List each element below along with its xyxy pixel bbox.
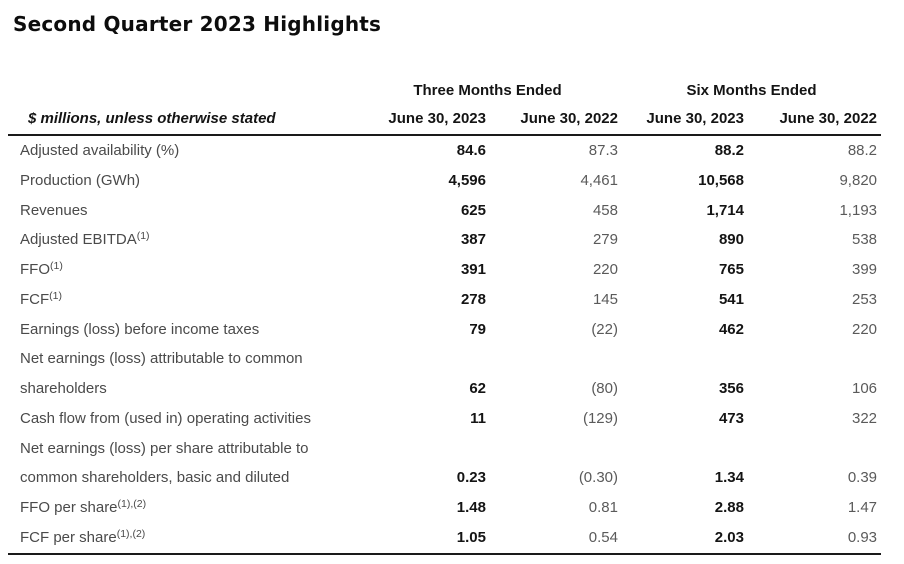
value-cell: 765	[718, 261, 744, 278]
value-cell: 2.88	[714, 499, 744, 516]
footnote-reference: (1)	[136, 230, 150, 243]
value-cell: 0.54	[588, 528, 618, 546]
col-header-3m-2023: June 30, 2023	[353, 102, 490, 136]
value-cell: 356	[718, 380, 744, 397]
table-row: Net earnings (loss) per share attributab…	[8, 434, 881, 494]
footnote-reference: (1)	[49, 289, 63, 302]
value-cell: 9,820	[839, 171, 878, 189]
row-label: Cash flow from (used in) operating activ…	[20, 409, 311, 427]
date-header-row: $ millions, unless otherwise stated June…	[8, 102, 882, 136]
value-cell: 11	[470, 409, 486, 427]
value-cell: 322	[851, 409, 878, 427]
table-row: FFO per share(1),(2) 1.48 0.81 2.88 1.47	[8, 493, 881, 523]
value-cell: 220	[592, 261, 618, 278]
value-cell: 1,193	[839, 201, 878, 219]
value-cell: (0.30)	[578, 469, 618, 487]
row-label: FCF(1)	[20, 289, 63, 308]
table-row: Net earnings (loss) attributable to comm…	[8, 344, 881, 404]
value-cell: 473	[718, 409, 744, 427]
value-cell: 4,596	[448, 171, 486, 189]
footnote-reference: (1),(2)	[117, 498, 147, 510]
value-cell: 1.34	[714, 469, 744, 487]
value-cell: (129)	[582, 409, 618, 427]
row-label: Adjusted EBITDA(1)	[20, 230, 150, 249]
value-cell: 399	[851, 261, 878, 278]
table-row: Production (GWh) 4,596 4,461 10,568 9,820	[8, 166, 881, 196]
value-cell: 88.2	[714, 142, 744, 159]
group-header-three-months: Three Months Ended	[413, 82, 562, 99]
value-cell: 84.6	[456, 142, 486, 159]
table-row: Earnings (loss) before income taxes 79 (22…	[8, 315, 881, 345]
value-cell: 391	[460, 261, 486, 278]
value-cell: 541	[718, 290, 744, 308]
value-cell: 145	[592, 290, 618, 308]
table-row: Adjusted EBITDA(1) 387 279 890 538	[8, 225, 881, 255]
empty-corner-cell	[8, 76, 353, 102]
value-cell: 387	[460, 231, 486, 249]
row-label: Earnings (loss) before income taxes	[20, 320, 260, 338]
col-header-6m-2023: June 30, 2023	[622, 102, 748, 136]
table-row: FCF per share(1),(2) 1.05 0.54 2.03 0.93	[8, 523, 881, 554]
value-cell: 458	[592, 201, 618, 219]
value-cell: 220	[851, 320, 878, 338]
row-label: Adjusted availability (%)	[20, 142, 180, 159]
value-cell: 0.39	[847, 469, 878, 487]
row-label: FCF per share(1),(2)	[20, 527, 146, 546]
value-cell: 278	[460, 290, 486, 308]
value-cell: 1.05	[456, 528, 486, 546]
report-page: Second Quarter 2023 Highlights Three Mon…	[0, 12, 904, 564]
table-row: FCF(1) 278 145 541 253	[8, 285, 881, 315]
value-cell: (22)	[591, 320, 618, 338]
value-cell: 253	[851, 290, 878, 308]
value-cell: (80)	[591, 380, 618, 397]
row-header-label: $ millions, unless otherwise stated	[8, 102, 353, 136]
value-cell: 1,714	[706, 201, 744, 219]
page-title: Second Quarter 2023 Highlights	[13, 12, 382, 36]
value-cell: 0.93	[847, 528, 878, 546]
table-row: Adjusted availability (%) 84.6 87.3 88.2 88.…	[8, 135, 881, 166]
value-cell: 79	[469, 320, 486, 338]
value-cell: 462	[718, 320, 744, 338]
table-row: FFO(1) 391 220 765 399	[8, 255, 881, 285]
value-cell: 1.48	[456, 499, 486, 516]
value-cell: 279	[592, 231, 618, 249]
value-cell: 62	[469, 380, 486, 397]
period-group-row: Three Months Ended Six Months Ended	[8, 76, 881, 102]
table-row: Revenues 625 458 1,714 1,193	[8, 196, 881, 226]
table-row: Cash flow from (used in) operating activ…	[8, 404, 881, 434]
value-cell: 88.2	[847, 142, 878, 159]
col-header-3m-2022: June 30, 2022	[490, 102, 622, 136]
group-header-six-months: Six Months Ended	[686, 82, 817, 99]
row-label: FFO per share(1),(2)	[20, 498, 147, 516]
value-cell: 1.47	[847, 499, 878, 516]
footnote-reference: (1)	[50, 260, 63, 272]
col-header-6m-2022: June 30, 2022	[748, 102, 882, 136]
highlights-table: Three Months Ended Six Months Ended $ mi…	[8, 76, 882, 555]
row-label: Net earnings (loss) per share attributab…	[20, 439, 309, 487]
row-label: FFO(1)	[20, 260, 63, 278]
value-cell: 538	[851, 231, 878, 249]
value-cell: 2.03	[714, 528, 744, 546]
row-label: Production (GWh)	[20, 171, 141, 189]
value-cell: 0.23	[456, 469, 486, 487]
value-cell: 87.3	[588, 142, 618, 159]
table-body: Adjusted availability (%) 84.6 87.3 88.2 88.…	[8, 135, 881, 554]
row-label: Revenues	[20, 201, 88, 219]
value-cell: 106	[851, 380, 878, 397]
value-cell: 0.81	[588, 499, 618, 516]
table-header: Three Months Ended Six Months Ended $ mi…	[8, 76, 882, 136]
value-cell: 625	[460, 201, 486, 219]
value-cell: 4,461	[580, 171, 618, 189]
value-cell: 10,568	[698, 171, 744, 189]
row-label: Net earnings (loss) attributable to comm…	[20, 350, 303, 397]
footnote-reference: (1),(2)	[116, 527, 146, 540]
value-cell: 890	[718, 231, 744, 249]
